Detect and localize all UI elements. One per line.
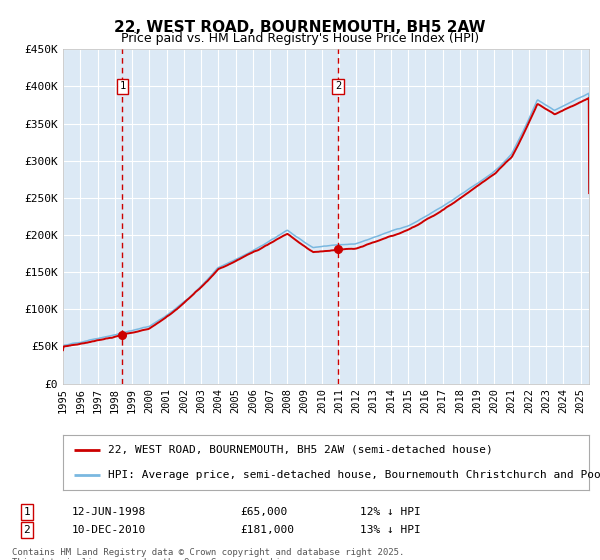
Text: 13% ↓ HPI: 13% ↓ HPI bbox=[360, 525, 421, 535]
Text: 22, WEST ROAD, BOURNEMOUTH, BH5 2AW: 22, WEST ROAD, BOURNEMOUTH, BH5 2AW bbox=[114, 20, 486, 35]
Text: 2: 2 bbox=[335, 81, 341, 91]
Text: 2: 2 bbox=[23, 525, 31, 535]
Text: 12-JUN-1998: 12-JUN-1998 bbox=[72, 507, 146, 517]
Text: 10-DEC-2010: 10-DEC-2010 bbox=[72, 525, 146, 535]
Text: £65,000: £65,000 bbox=[240, 507, 287, 517]
Text: 1: 1 bbox=[23, 507, 31, 517]
Text: Contains HM Land Registry data © Crown copyright and database right 2025.
This d: Contains HM Land Registry data © Crown c… bbox=[12, 548, 404, 560]
Text: HPI: Average price, semi-detached house, Bournemouth Christchurch and Poole: HPI: Average price, semi-detached house,… bbox=[108, 470, 600, 480]
Text: Price paid vs. HM Land Registry's House Price Index (HPI): Price paid vs. HM Land Registry's House … bbox=[121, 32, 479, 45]
Text: £181,000: £181,000 bbox=[240, 525, 294, 535]
Text: 1: 1 bbox=[119, 81, 125, 91]
Text: 22, WEST ROAD, BOURNEMOUTH, BH5 2AW (semi-detached house): 22, WEST ROAD, BOURNEMOUTH, BH5 2AW (sem… bbox=[108, 445, 493, 455]
Text: 12% ↓ HPI: 12% ↓ HPI bbox=[360, 507, 421, 517]
